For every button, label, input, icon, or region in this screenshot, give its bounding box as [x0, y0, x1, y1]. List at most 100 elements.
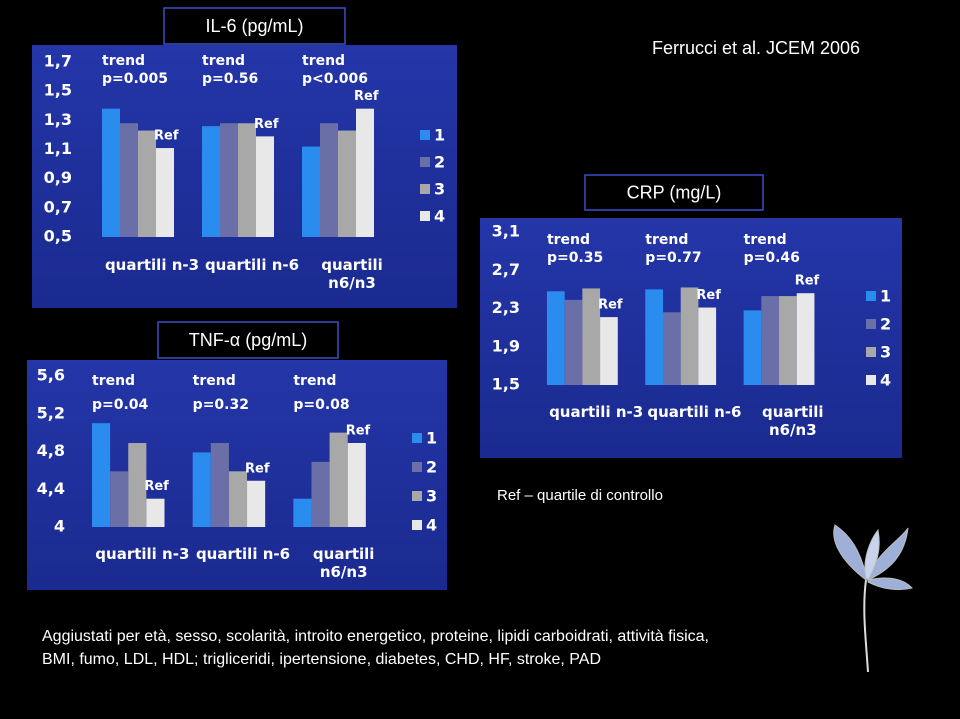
legend-swatch	[866, 375, 876, 385]
bar	[546, 291, 565, 385]
legend-label: 1	[880, 287, 891, 306]
bar	[338, 130, 356, 237]
legend-swatch	[866, 347, 876, 357]
y-tick-label: 4,4	[37, 479, 65, 498]
bar	[600, 317, 618, 385]
legend-label: 4	[880, 371, 891, 390]
legend-label: 3	[880, 343, 891, 362]
bar	[302, 146, 320, 237]
y-tick-label: 0,5	[44, 227, 72, 246]
legend-swatch	[420, 184, 430, 194]
y-tick-label: 1,9	[492, 336, 520, 355]
bar	[202, 126, 220, 237]
bar	[293, 498, 312, 527]
legend-swatch	[420, 157, 430, 167]
legend-swatch	[420, 130, 430, 140]
y-tick-label: 3,1	[492, 222, 520, 241]
citation: Ferrucci et al. JCEM 2006	[652, 38, 861, 58]
bar	[320, 123, 338, 237]
trend-label: trend	[102, 53, 145, 69]
bar	[779, 296, 797, 385]
trend-label: trend	[547, 232, 590, 248]
bar	[102, 108, 120, 238]
note: Ref – quartile di controllo	[497, 487, 663, 504]
ref-label: Ref	[795, 274, 820, 289]
bar	[347, 443, 366, 527]
trend-label: p=0.32	[193, 397, 249, 413]
trend-label: p=0.35	[547, 250, 603, 266]
trend-label: p=0.46	[744, 250, 800, 266]
bar	[146, 498, 165, 527]
x-tick-label: quartili n-3	[95, 545, 190, 563]
bar	[228, 471, 248, 527]
chart-title: CRP (mg/L)	[627, 182, 722, 202]
bar	[220, 123, 238, 237]
ref-label: Ref	[254, 117, 279, 132]
y-tick-label: 0,7	[44, 197, 72, 216]
legend-swatch	[420, 211, 430, 221]
x-tick-label: quartili n-6	[647, 403, 742, 421]
trend-label: p=0.005	[102, 71, 168, 87]
legend-label: 4	[434, 207, 445, 226]
bar	[645, 289, 663, 385]
bar	[120, 123, 138, 237]
footnote-line: Aggiustati per età, sesso, scolarità, in…	[42, 628, 709, 645]
y-tick-label: 1,7	[44, 52, 72, 71]
chart-title: TNF-α (pg/mL)	[189, 330, 307, 350]
legend-swatch	[412, 520, 422, 530]
trend-label: trend	[202, 53, 245, 69]
bar	[743, 310, 762, 385]
bar	[128, 443, 147, 527]
title-box	[584, 174, 764, 211]
bar	[256, 136, 274, 237]
legend-label: 3	[426, 487, 437, 506]
chart-title: IL-6 (pg/mL)	[205, 16, 303, 36]
legend-label: 4	[426, 516, 437, 535]
y-tick-label: 0,9	[44, 168, 72, 187]
title-box	[157, 321, 339, 359]
legend-label: 2	[880, 315, 891, 334]
x-tick-label: quartili n-6	[204, 256, 300, 274]
trend-label: trend	[193, 373, 236, 389]
legend-label: 1	[426, 429, 437, 448]
flower	[833, 524, 913, 673]
y-tick-label: 4,8	[37, 441, 65, 460]
bar	[329, 432, 348, 527]
bar	[698, 307, 717, 385]
ref-label: Ref	[696, 288, 721, 303]
bar	[92, 423, 111, 527]
ref-label: Ref	[144, 479, 169, 494]
x-tick-label: quartili n-3	[549, 403, 644, 421]
legend-swatch	[866, 319, 876, 329]
ref-label: Ref	[346, 424, 371, 439]
y-tick-label: 4	[54, 517, 65, 536]
trend-label: trend	[645, 232, 688, 248]
bar	[210, 443, 229, 527]
legend-swatch	[866, 291, 876, 301]
title-box	[163, 7, 346, 45]
bar	[761, 296, 780, 385]
trend-label: p=0.08	[293, 397, 349, 413]
legend-label: 2	[426, 458, 437, 477]
bar	[582, 288, 601, 385]
y-tick-label: 5,6	[37, 366, 65, 385]
y-tick-label: 1,5	[492, 375, 520, 394]
bar	[663, 312, 681, 385]
y-tick-label: 1,1	[44, 139, 72, 158]
legend-swatch	[412, 462, 422, 472]
legend-swatch	[412, 433, 422, 443]
trend-label: trend	[293, 373, 336, 389]
bar	[238, 123, 256, 237]
ref-label: Ref	[154, 129, 179, 144]
bar	[356, 108, 374, 238]
footnote-line: BMI, fumo, LDL, HDL; trigliceridi, ipert…	[42, 651, 602, 668]
bar	[110, 471, 129, 527]
bar	[564, 299, 583, 385]
ref-label: Ref	[245, 461, 270, 476]
y-tick-label: 1,3	[44, 110, 72, 129]
trend-label: trend	[744, 232, 787, 248]
bar	[796, 293, 815, 385]
bar	[680, 287, 699, 385]
